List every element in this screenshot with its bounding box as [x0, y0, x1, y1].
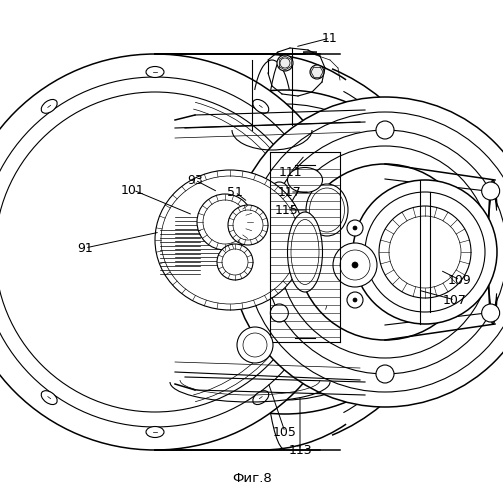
- Circle shape: [157, 124, 413, 380]
- Ellipse shape: [288, 168, 322, 192]
- Circle shape: [270, 182, 288, 200]
- Circle shape: [353, 298, 357, 302]
- Text: 11: 11: [322, 32, 338, 44]
- Circle shape: [297, 164, 473, 340]
- Circle shape: [245, 112, 503, 392]
- Text: 115: 115: [275, 204, 299, 216]
- Circle shape: [376, 121, 394, 139]
- Ellipse shape: [41, 390, 57, 404]
- Text: 105: 105: [273, 426, 297, 438]
- Text: Фиг.8: Фиг.8: [232, 472, 272, 484]
- Text: 107: 107: [443, 294, 467, 306]
- Ellipse shape: [320, 188, 332, 205]
- Circle shape: [243, 333, 267, 357]
- Ellipse shape: [306, 184, 348, 236]
- Ellipse shape: [161, 176, 299, 304]
- Circle shape: [222, 249, 248, 275]
- Circle shape: [197, 194, 253, 250]
- Circle shape: [137, 104, 433, 400]
- Circle shape: [203, 200, 247, 244]
- Circle shape: [279, 146, 491, 358]
- Ellipse shape: [253, 390, 269, 404]
- Ellipse shape: [155, 170, 305, 310]
- Circle shape: [353, 226, 357, 230]
- Circle shape: [270, 304, 288, 322]
- Circle shape: [379, 206, 471, 298]
- Text: 117: 117: [278, 186, 302, 198]
- Circle shape: [353, 180, 497, 324]
- Circle shape: [347, 292, 363, 308]
- Circle shape: [263, 130, 503, 374]
- Text: 101: 101: [121, 184, 145, 196]
- Circle shape: [217, 244, 253, 280]
- Ellipse shape: [288, 212, 322, 292]
- Text: 113: 113: [288, 444, 312, 456]
- Circle shape: [352, 262, 358, 268]
- Text: 93: 93: [187, 174, 203, 186]
- Circle shape: [389, 216, 461, 288]
- Circle shape: [340, 250, 370, 280]
- Ellipse shape: [41, 100, 57, 114]
- Circle shape: [376, 365, 394, 383]
- Circle shape: [123, 90, 447, 414]
- Ellipse shape: [253, 100, 269, 114]
- Text: 111: 111: [278, 166, 302, 179]
- Circle shape: [233, 210, 263, 240]
- Ellipse shape: [146, 66, 164, 78]
- Text: 91: 91: [77, 242, 93, 254]
- Circle shape: [333, 243, 377, 287]
- Ellipse shape: [146, 426, 164, 438]
- Circle shape: [0, 92, 315, 412]
- Ellipse shape: [291, 220, 319, 284]
- Circle shape: [0, 77, 330, 427]
- Circle shape: [237, 327, 273, 363]
- Circle shape: [0, 54, 353, 450]
- Circle shape: [482, 304, 499, 322]
- Circle shape: [310, 65, 324, 79]
- Text: 109: 109: [448, 274, 472, 286]
- Circle shape: [365, 192, 485, 312]
- Circle shape: [347, 220, 363, 236]
- Circle shape: [228, 205, 268, 245]
- Ellipse shape: [320, 299, 332, 316]
- Ellipse shape: [309, 188, 345, 232]
- Text: 51: 51: [227, 186, 243, 198]
- Circle shape: [482, 182, 499, 200]
- Circle shape: [277, 55, 293, 71]
- Circle shape: [230, 97, 503, 407]
